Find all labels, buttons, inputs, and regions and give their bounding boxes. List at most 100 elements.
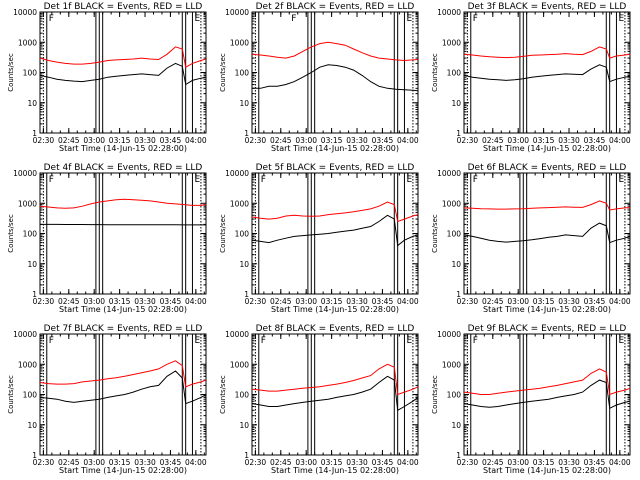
x-axis-label: Start Time (14-Jun-15 02:28:00)	[59, 305, 187, 314]
y-tick-label: 10	[239, 260, 249, 269]
x-tick-label: 03:30	[346, 297, 368, 306]
y-tick-label: 1	[32, 290, 37, 299]
y-tick-label: 100	[447, 69, 462, 78]
x-tick-label: 02:30	[33, 458, 55, 467]
y-axis-label: Counts/sec	[7, 214, 15, 253]
x-tick-label: 04:00	[185, 458, 207, 467]
y-tick-label: 1	[32, 451, 37, 460]
x-tick-label: 03:00	[295, 297, 317, 306]
flag-label: F	[49, 175, 54, 185]
x-tick-label: 02:45	[58, 458, 80, 467]
y-tick-label: 100	[235, 230, 250, 239]
series-line-events	[252, 375, 418, 412]
x-tick-label: 03:45	[160, 458, 182, 467]
flag-label: E	[194, 336, 200, 346]
panel-title: Det 2f BLACK = Events, RED = LLD	[256, 2, 415, 12]
axes-frame	[251, 172, 419, 295]
y-tick-label: 1	[32, 129, 37, 138]
x-axis-label: Start Time (14-Jun-15 02:28:00)	[271, 305, 399, 314]
x-tick-label: 03:15	[109, 136, 131, 145]
y-tick-label: 1	[456, 290, 461, 299]
y-tick-label: 1	[244, 129, 249, 138]
x-tick-label: 04:00	[185, 297, 207, 306]
x-tick-label: 02:30	[245, 136, 267, 145]
x-axis-label: Start Time (14-Jun-15 02:28:00)	[483, 466, 611, 475]
y-tick-label: 100	[23, 391, 38, 400]
y-tick-label: 10	[27, 421, 37, 430]
x-tick-label: 02:45	[270, 458, 292, 467]
panel-title: Det 3f BLACK = Events, RED = LLD	[468, 2, 627, 12]
series-line-lld	[464, 368, 630, 396]
x-tick-label: 03:45	[584, 458, 606, 467]
axes-frame	[251, 333, 419, 456]
y-tick-label: 1000	[442, 199, 461, 208]
detector-panel-6: Det 6f BLACK = Events, RED = LLD 1 10 100 10…	[431, 163, 631, 314]
x-axis-label: Start Time (14-Jun-15 02:28:00)	[271, 466, 399, 475]
series-line-events	[464, 379, 630, 410]
y-tick-label: 10000	[13, 8, 37, 17]
x-tick-label: 03:30	[134, 136, 156, 145]
series-line-events	[252, 64, 418, 92]
series-line-events	[252, 214, 418, 247]
x-tick-label: 03:00	[83, 136, 105, 145]
flag-label: E	[194, 14, 200, 24]
x-tick-label: 02:45	[482, 297, 504, 306]
x-axis-label: Start Time (14-Jun-15 02:28:00)	[271, 144, 399, 153]
y-tick-label: 1	[244, 290, 249, 299]
flag-label: E	[406, 175, 412, 185]
y-tick-label: 10000	[13, 169, 37, 178]
y-axis-label: Counts/sec	[219, 375, 227, 414]
x-tick-label: 03:15	[533, 297, 555, 306]
x-tick-label: 03:45	[372, 297, 394, 306]
y-tick-label: 1000	[230, 360, 249, 369]
x-tick-label: 03:15	[533, 458, 555, 467]
y-axis-label: Counts/sec	[431, 375, 439, 414]
flag-label: F	[49, 14, 54, 24]
x-tick-label: 03:15	[533, 136, 555, 145]
y-tick-label: 10	[451, 260, 461, 269]
x-tick-label: 04:00	[397, 458, 419, 467]
detector-panel-1: Det 1f BLACK = Events, RED = LLD 1 10 100 10…	[7, 2, 207, 153]
series-line-lld	[252, 363, 418, 396]
y-axis-label: Counts/sec	[7, 53, 15, 92]
y-tick-label: 10000	[437, 330, 461, 339]
y-tick-label: 1000	[442, 360, 461, 369]
flag-label: F	[291, 14, 296, 24]
series-line-lld	[252, 41, 418, 62]
x-tick-label: 02:45	[270, 297, 292, 306]
y-tick-label: 1000	[18, 38, 37, 47]
series-line-events	[464, 222, 630, 244]
y-tick-label: 1	[456, 129, 461, 138]
axes-frame	[463, 11, 631, 134]
y-tick-label: 100	[235, 391, 250, 400]
x-tick-label: 04:00	[609, 297, 631, 306]
x-tick-label: 03:15	[321, 136, 343, 145]
x-tick-label: 03:30	[346, 136, 368, 145]
y-tick-label: 1000	[442, 38, 461, 47]
y-tick-label: 100	[23, 69, 38, 78]
y-tick-label: 10	[451, 421, 461, 430]
x-axis-label: Start Time (14-Jun-15 02:28:00)	[483, 144, 611, 153]
flag-label: F	[261, 175, 266, 185]
y-tick-label: 1	[456, 451, 461, 460]
series-line-lld	[252, 201, 418, 223]
x-tick-label: 03:30	[558, 136, 580, 145]
detector-panel-4: Det 4f BLACK = Events, RED = LLD 1 10 100 10…	[7, 163, 207, 314]
detector-panel-2: Det 2f BLACK = Events, RED = LLD 1 10 100 10…	[219, 2, 419, 153]
series-line-events	[464, 64, 630, 83]
detector-panel-3: Det 3f BLACK = Events, RED = LLD 1 10 100 10…	[431, 2, 631, 153]
x-tick-label: 03:45	[372, 136, 394, 145]
x-tick-label: 02:30	[457, 136, 479, 145]
x-tick-label: 03:00	[295, 458, 317, 467]
x-tick-label: 02:45	[270, 136, 292, 145]
panel-title: Det 4f BLACK = Events, RED = LLD	[44, 163, 203, 173]
axes-frame	[463, 172, 631, 295]
x-tick-label: 03:30	[558, 458, 580, 467]
y-tick-label: 10	[27, 260, 37, 269]
x-tick-label: 03:15	[321, 297, 343, 306]
x-tick-label: 03:30	[134, 458, 156, 467]
x-tick-label: 02:30	[33, 136, 55, 145]
y-axis-label: Counts/sec	[7, 375, 15, 414]
flag-label: E	[406, 336, 412, 346]
